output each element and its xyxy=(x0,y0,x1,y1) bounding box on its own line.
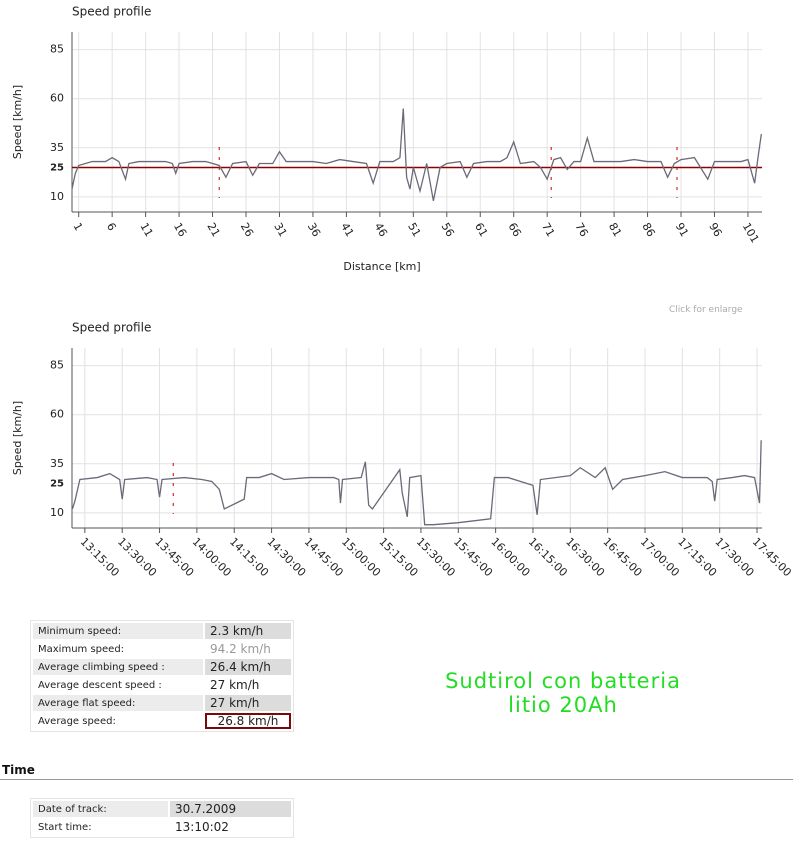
x-tick-label: 1 xyxy=(70,221,85,234)
y-tick-label: 35 xyxy=(50,141,64,154)
y-tick-label: 60 xyxy=(50,92,64,105)
row: Average flat speed: 27 km/h xyxy=(33,695,291,711)
y-tick-label: 85 xyxy=(50,43,64,56)
y-tick-label: 25 xyxy=(50,162,64,173)
value-cell: 13:10:02 xyxy=(175,820,229,834)
row: Average speed: 26.8 km/h xyxy=(33,713,291,729)
label-cell: Average flat speed: xyxy=(33,695,203,711)
section-rule xyxy=(0,779,793,780)
value-cell: 94.2 km/h xyxy=(210,642,271,656)
y-tick-label: 25 xyxy=(50,478,64,489)
x-tick-label: 61 xyxy=(472,221,490,240)
x-axis-label: Distance [km] xyxy=(343,260,420,273)
y-tick-label: 60 xyxy=(50,408,64,421)
x-tick-label: 14:00:00 xyxy=(190,535,234,579)
y-tick-label: 10 xyxy=(50,506,64,519)
x-tick-label: 36 xyxy=(305,221,323,240)
x-tick-label: 17:15:00 xyxy=(675,535,719,579)
x-tick-label: 31 xyxy=(271,221,289,240)
value-cell: 30.7.2009 xyxy=(170,801,291,817)
x-tick-label: 71 xyxy=(539,221,557,240)
x-tick-label: 17:45:00 xyxy=(750,535,793,579)
time-table: Date of track: 30.7.2009 Start time: 13:10:… xyxy=(30,798,294,838)
row: Average descent speed : 27 km/h xyxy=(33,677,291,693)
y-tick-label: 10 xyxy=(50,190,64,203)
value-cell: 26.8 km/h xyxy=(205,713,291,729)
x-tick-label: 81 xyxy=(606,221,624,240)
x-tick-label: 16:00:00 xyxy=(488,535,532,579)
x-tick-label: 13:15:00 xyxy=(78,535,122,579)
y-tick-label: 85 xyxy=(50,359,64,372)
value-cell: 2.3 km/h xyxy=(205,623,291,639)
label-cell: Start time: xyxy=(38,821,92,833)
x-tick-label: 16:45:00 xyxy=(600,535,644,579)
x-tick-label: 6 xyxy=(104,221,119,234)
label-cell: Average speed: xyxy=(38,715,116,727)
value-cell: 27 km/h xyxy=(205,695,291,711)
speed-stats: Minimum speed: 2.3 km/h Maximum speed: 94.2… xyxy=(30,620,294,732)
label-cell: Minimum speed: xyxy=(33,623,203,639)
chart-title: Speed profile xyxy=(72,5,151,19)
y-axis-label: Speed [km/h] xyxy=(11,85,24,159)
row: Maximum speed: 94.2 km/h xyxy=(33,641,291,657)
x-tick-label: 15:45:00 xyxy=(451,535,495,579)
annotation: Sudtirol con batteria litio 20Ah xyxy=(363,669,763,717)
x-tick-label: 76 xyxy=(572,221,590,240)
x-tick-label: 16 xyxy=(171,221,189,240)
value-cell: 26.4 km/h xyxy=(205,659,291,675)
label-cell: Average descent speed : xyxy=(38,679,162,691)
row: Date of track: 30.7.2009 xyxy=(33,801,291,817)
x-tick-label: 14:15:00 xyxy=(227,535,271,579)
label-cell: Maximum speed: xyxy=(38,643,125,655)
annotation-line: litio 20Ah xyxy=(508,693,618,717)
x-tick-label: 56 xyxy=(439,221,457,240)
x-tick-label: 11 xyxy=(137,221,155,240)
chart-title: Speed profile xyxy=(72,321,151,335)
value-cell: 27 km/h xyxy=(210,678,260,692)
x-tick-label: 26 xyxy=(238,221,256,240)
x-tick-label: 14:30:00 xyxy=(264,535,308,579)
enlarge-link[interactable]: Click for enlarge xyxy=(669,305,743,315)
x-tick-label: 66 xyxy=(506,221,524,240)
x-tick-label: 86 xyxy=(639,221,657,240)
y-axis-label: Speed [km/h] xyxy=(11,401,24,475)
annotation-line: Sudtirol con batteria xyxy=(445,669,681,693)
x-tick-label: 16:30:00 xyxy=(563,535,607,579)
label-cell: Date of track: xyxy=(33,801,168,817)
row: Average climbing speed :26.4 km/h xyxy=(33,659,291,675)
x-tick-label: 17:00:00 xyxy=(638,535,682,579)
x-tick-label: 21 xyxy=(204,221,222,240)
x-tick-label: 13:45:00 xyxy=(152,535,196,579)
x-tick-label: 15:30:00 xyxy=(414,535,458,579)
x-tick-label: 96 xyxy=(706,221,724,240)
label-cell: Average climbing speed : xyxy=(33,659,203,675)
x-tick-label: 51 xyxy=(405,221,423,240)
x-tick-label: 15:00:00 xyxy=(339,535,383,579)
x-tick-label: 41 xyxy=(338,221,356,240)
charts: Speed profile Speed [km/h] Distance [km] 10… xyxy=(11,5,793,580)
x-tick-label: 16:15:00 xyxy=(526,535,570,579)
x-tick-label: 15:15:00 xyxy=(376,535,420,579)
row: Minimum speed: 2.3 km/h xyxy=(33,623,291,639)
speed-line xyxy=(71,440,762,526)
section-heading: Time xyxy=(2,763,35,777)
row: Start time: 13:10:02 xyxy=(33,819,291,835)
x-tick-label: 17:30:00 xyxy=(712,535,756,579)
x-tick-label: 14:45:00 xyxy=(302,535,346,579)
x-tick-label: 101 xyxy=(740,221,762,246)
x-tick-label: 13:30:00 xyxy=(115,535,159,579)
y-tick-label: 35 xyxy=(50,457,64,470)
x-tick-label: 91 xyxy=(673,221,691,240)
speed-line xyxy=(71,108,762,201)
x-tick-label: 46 xyxy=(372,221,390,240)
